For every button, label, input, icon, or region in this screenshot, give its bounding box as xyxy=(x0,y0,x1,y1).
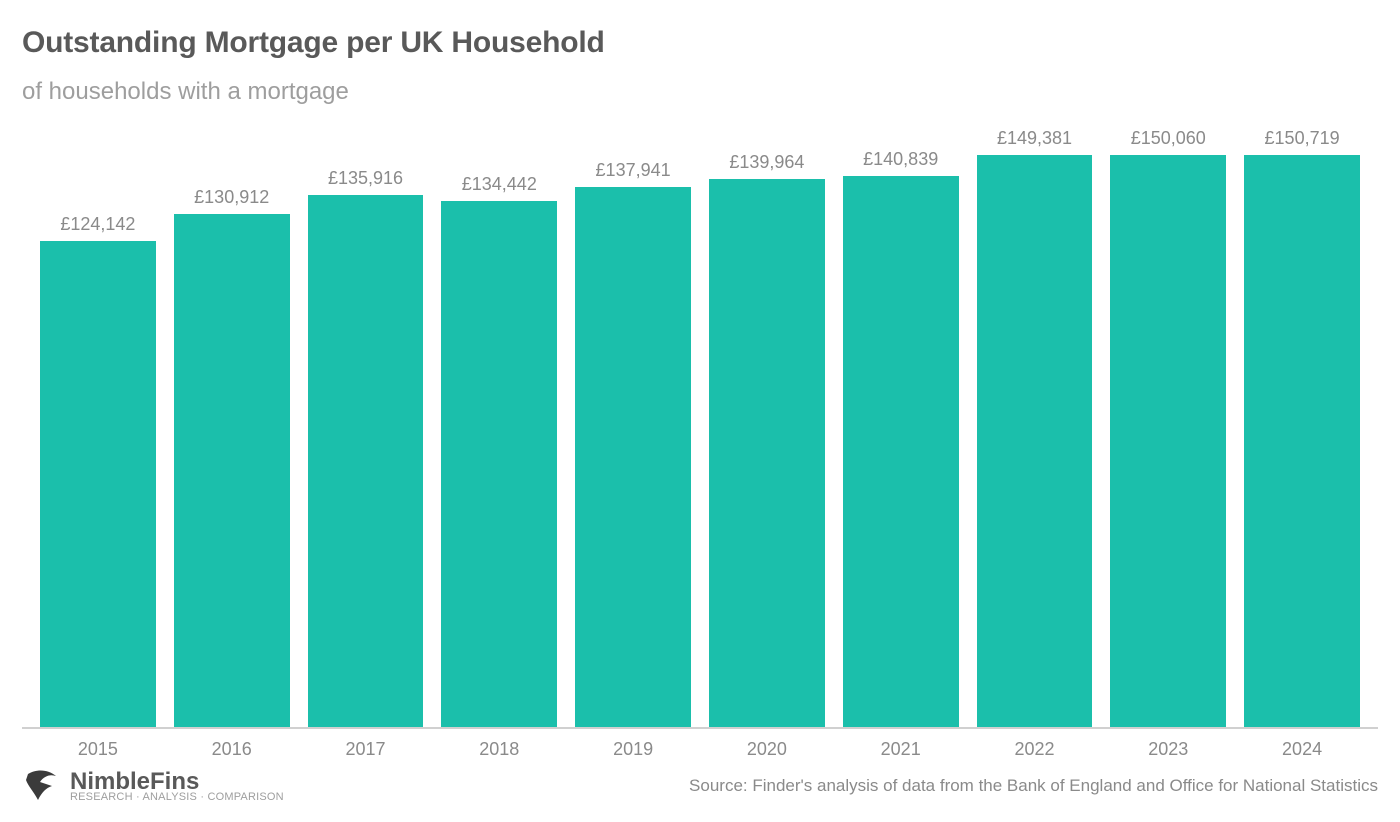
bar-value-label: £124,142 xyxy=(60,214,135,235)
brand: NimbleFins RESEARCH · ANALYSIS · COMPARI… xyxy=(22,766,284,806)
bar-value-label: £134,442 xyxy=(462,174,537,195)
bar xyxy=(843,176,959,727)
bar-slot: £134,442 xyxy=(441,128,557,727)
bar xyxy=(1110,155,1226,727)
bar-slot: £135,916 xyxy=(308,128,424,727)
bar-slot: £150,060 xyxy=(1110,128,1226,727)
bar-value-label: £137,941 xyxy=(596,160,671,181)
x-tick-label: 2020 xyxy=(709,739,825,760)
x-tick-label: 2022 xyxy=(977,739,1093,760)
bar xyxy=(709,179,825,727)
chart-subtitle: of households with a mortgage xyxy=(22,78,1378,106)
brand-tagline: RESEARCH · ANALYSIS · COMPARISON xyxy=(70,792,284,804)
bar-slot: £149,381 xyxy=(977,128,1093,727)
chart-plot: £124,142 £130,912 £135,916 £134,442 £137,941… xyxy=(22,128,1378,729)
bar xyxy=(174,214,290,727)
x-tick-label: 2023 xyxy=(1110,739,1226,760)
bar-value-label: £140,839 xyxy=(863,149,938,170)
bar xyxy=(977,155,1093,727)
chart-footer: NimbleFins RESEARCH · ANALYSIS · COMPARI… xyxy=(22,766,1378,812)
source-text: Source: Finder's analysis of data from t… xyxy=(689,776,1378,796)
chart-title: Outstanding Mortgage per UK Household xyxy=(22,26,1378,60)
bar-value-label: £139,964 xyxy=(729,152,804,173)
bar xyxy=(1244,155,1360,727)
x-axis: 2015 2016 2017 2018 2019 2020 2021 2022 2023 2024 xyxy=(22,729,1378,760)
bar-value-label: £150,060 xyxy=(1131,128,1206,149)
bar xyxy=(40,241,156,727)
bar-value-label: £135,916 xyxy=(328,168,403,189)
bar-value-label: £150,719 xyxy=(1265,128,1340,149)
x-tick-label: 2016 xyxy=(174,739,290,760)
x-tick-label: 2019 xyxy=(575,739,691,760)
bar xyxy=(575,187,691,727)
bar-slot: £139,964 xyxy=(709,128,825,727)
x-tick-label: 2015 xyxy=(40,739,156,760)
bar-slot: £137,941 xyxy=(575,128,691,727)
bar-value-label: £149,381 xyxy=(997,128,1072,149)
x-tick-label: 2021 xyxy=(843,739,959,760)
brand-logo-icon xyxy=(22,766,62,806)
bar-value-label: £130,912 xyxy=(194,187,269,208)
bar-slot: £140,839 xyxy=(843,128,959,727)
bar-slot: £124,142 xyxy=(40,128,156,727)
bar-slot: £130,912 xyxy=(174,128,290,727)
x-tick-label: 2017 xyxy=(308,739,424,760)
chart-area: £124,142 £130,912 £135,916 £134,442 £137,941… xyxy=(22,128,1378,760)
bar-slot: £150,719 xyxy=(1244,128,1360,727)
x-tick-label: 2024 xyxy=(1244,739,1360,760)
x-tick-label: 2018 xyxy=(441,739,557,760)
bar xyxy=(441,201,557,727)
bar xyxy=(308,195,424,727)
